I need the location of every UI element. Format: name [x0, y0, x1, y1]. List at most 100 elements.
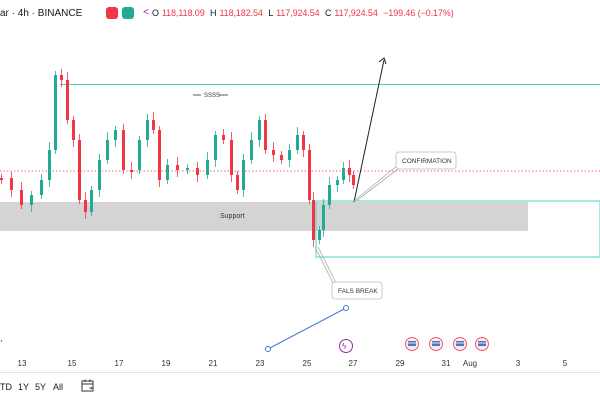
- change-value: −199.46 (−0.17%): [383, 8, 454, 18]
- candle-body: [106, 140, 109, 160]
- ssss-label: SSSS: [204, 93, 220, 99]
- buy-indicator-icon[interactable]: [122, 7, 134, 19]
- fals-break-pointer-2: [317, 246, 337, 284]
- candle-body: [0, 178, 3, 180]
- candle-body: [322, 205, 325, 230]
- candle-body: [84, 200, 87, 212]
- event-flag-icon[interactable]: [405, 337, 419, 351]
- candle-body: [264, 120, 267, 150]
- range-button-all[interactable]: All: [53, 382, 64, 392]
- candle-body: [230, 140, 233, 175]
- time-axis[interactable]: 13 15 17 19 21 23 25 27 29 31 Aug 3 5: [18, 359, 568, 368]
- high-value: 118,182.54: [219, 8, 263, 18]
- confirmation-pointer-2: [355, 168, 399, 202]
- candle-body: [288, 150, 291, 160]
- candle-body: [336, 180, 339, 185]
- candle-body: [272, 150, 275, 155]
- share-icon[interactable]: <: [140, 7, 152, 19]
- candle-body: [78, 140, 81, 200]
- open-label: O: [152, 8, 159, 18]
- candle-body: [40, 180, 43, 195]
- candle-body: [176, 165, 179, 170]
- confirmation-label: CONFIRMATION: [402, 158, 452, 165]
- low-value: 117,924.54: [276, 8, 320, 18]
- event-flag-icon[interactable]: [429, 337, 443, 351]
- time-label: Aug: [463, 359, 477, 368]
- close-label: C: [324, 8, 332, 18]
- chart-header: ar · 4h · BINANCE < O 118,118.09 H 118,182…: [0, 0, 600, 26]
- fals-break-label: FALS BREAK: [338, 288, 378, 295]
- candle-body: [146, 120, 149, 140]
- candle-body: [308, 150, 311, 200]
- candle-body: [312, 200, 315, 240]
- sell-indicator-icon[interactable]: [106, 7, 118, 19]
- lightning-icon[interactable]: ϟ: [339, 339, 353, 353]
- time-label: 27: [349, 359, 358, 368]
- range-toolbar: TD 1Y 5Y All: [0, 372, 600, 401]
- candle-body: [10, 178, 13, 190]
- time-label: 19: [162, 359, 171, 368]
- candle-body: [158, 130, 161, 180]
- candle-body: [348, 168, 351, 175]
- candle-body: [250, 140, 253, 160]
- candle-body: [20, 190, 23, 205]
- arrow-head: [378, 57, 387, 65]
- candle-body: [90, 190, 93, 212]
- support-zone[interactable]: [0, 202, 528, 231]
- support-label: Support: [220, 213, 245, 220]
- time-label: 3: [516, 359, 521, 368]
- blue-path-line[interactable]: [267, 307, 347, 350]
- breakout-box[interactable]: [315, 200, 600, 258]
- candle-body: [66, 80, 69, 120]
- candle-body: [122, 130, 125, 170]
- confirmation-callout[interactable]: [395, 151, 457, 170]
- event-flag-icon[interactable]: [475, 337, 489, 351]
- confirmation-pointer: [353, 164, 399, 202]
- candle-body: [242, 160, 245, 190]
- time-label: 5: [563, 359, 568, 368]
- path-end-handle[interactable]: [343, 305, 349, 311]
- close-value: 117,924.54: [334, 8, 378, 18]
- price-chart[interactable]: SSSS Support CONFIRMATION FALS BREAK ϟ ,…: [0, 26, 600, 372]
- candle-body: [296, 135, 299, 150]
- candle-body: [130, 170, 133, 172]
- ohlc-readout: O 118,118.09 H 118,182.54 L 117,924.54 C 117…: [152, 8, 457, 18]
- candle-body: [318, 230, 321, 240]
- candle-body: [98, 160, 101, 190]
- projection-arrow[interactable]: [353, 59, 385, 203]
- range-button-1y[interactable]: 1Y: [18, 382, 30, 392]
- candle-body: [280, 155, 283, 160]
- candle-body: [72, 120, 75, 140]
- candle-body: [302, 135, 305, 150]
- candle-body: [352, 175, 355, 185]
- range-button-ytd[interactable]: TD: [0, 382, 12, 392]
- time-label: 25: [303, 359, 312, 368]
- event-flag-icon[interactable]: [453, 337, 467, 351]
- candle-body: [342, 168, 345, 180]
- calendar-range-icon[interactable]: [80, 378, 96, 394]
- range-button-5y[interactable]: 5Y: [35, 382, 47, 392]
- candle-body: [196, 168, 199, 175]
- path-start-handle[interactable]: [265, 346, 271, 352]
- candle-body: [54, 75, 57, 150]
- candle-body: [114, 130, 117, 140]
- resistance-line[interactable]: [60, 84, 600, 85]
- candle-body: [328, 185, 331, 205]
- time-label: 31: [442, 359, 451, 368]
- time-label: 17: [115, 359, 124, 368]
- time-label: 13: [18, 359, 27, 368]
- event-flags: [405, 337, 489, 351]
- candle-body: [60, 75, 63, 80]
- candle-body: [186, 168, 189, 170]
- time-label: 21: [209, 359, 218, 368]
- time-label: 23: [256, 359, 265, 368]
- fals-break-pointer: [314, 246, 334, 284]
- candle-body: [152, 120, 155, 130]
- candle-body: [206, 160, 209, 175]
- time-label: 29: [396, 359, 405, 368]
- high-label: H: [210, 8, 217, 18]
- fals-break-callout[interactable]: [331, 281, 383, 300]
- symbol-label[interactable]: ar · 4h · BINANCE: [0, 8, 83, 19]
- svg-text:ϟ: ϟ: [342, 342, 347, 351]
- time-label: 15: [68, 359, 77, 368]
